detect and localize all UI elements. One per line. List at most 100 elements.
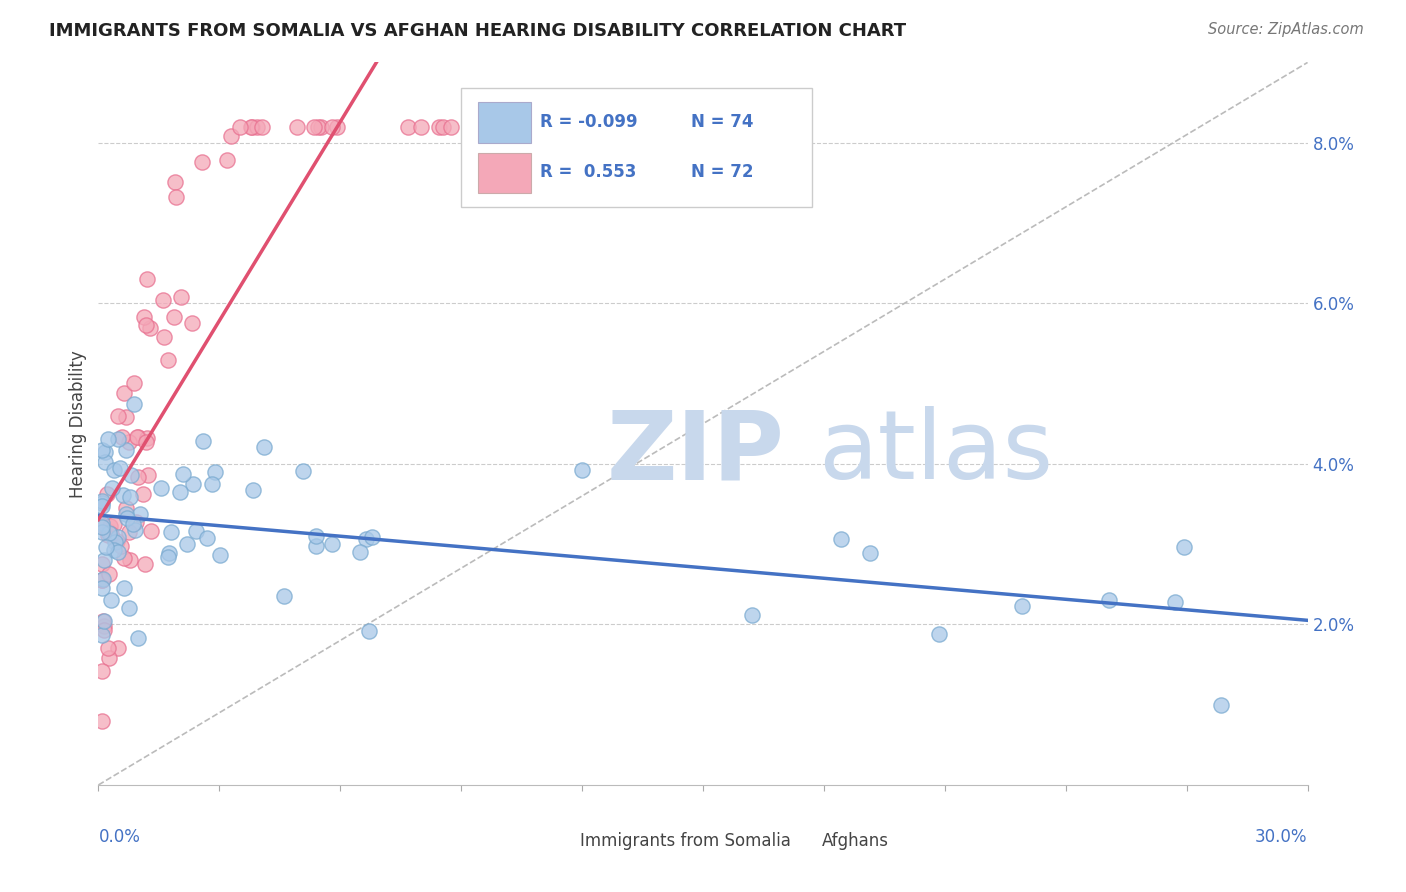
Point	[107, 545, 129, 559]
Text: R =  0.553: R = 0.553	[540, 163, 636, 181]
Point	[741, 607, 763, 622]
Point	[125, 430, 148, 444]
Point	[440, 120, 463, 134]
Point	[242, 483, 264, 498]
FancyBboxPatch shape	[478, 153, 531, 194]
Point	[157, 546, 180, 560]
Point	[136, 467, 159, 482]
Point	[93, 624, 115, 638]
Point	[97, 524, 120, 538]
Text: N = 74: N = 74	[690, 112, 754, 131]
Text: IMMIGRANTS FROM SOMALIA VS AFGHAN HEARING DISABILITY CORRELATION CHART: IMMIGRANTS FROM SOMALIA VS AFGHAN HEARIN…	[49, 22, 907, 40]
Point	[91, 614, 114, 628]
Point	[273, 589, 295, 603]
Point	[571, 462, 593, 476]
Point	[165, 190, 187, 204]
Point	[91, 516, 114, 531]
Point	[201, 476, 224, 491]
Point	[91, 558, 114, 572]
Point	[245, 120, 267, 134]
Point	[240, 120, 263, 134]
Point	[110, 539, 132, 553]
Point	[242, 120, 264, 134]
Point	[120, 467, 142, 482]
Point	[181, 477, 204, 491]
Point	[111, 488, 134, 502]
Point	[349, 545, 371, 559]
Point	[138, 321, 160, 335]
Point	[928, 626, 950, 640]
Point	[134, 310, 156, 325]
Point	[354, 532, 377, 546]
Point	[181, 316, 204, 330]
Point	[136, 272, 159, 286]
Point	[830, 532, 852, 546]
Point	[304, 120, 326, 134]
Point	[93, 619, 115, 633]
Point	[118, 552, 141, 566]
Point	[172, 467, 194, 481]
Point	[432, 120, 454, 134]
Point	[107, 432, 129, 446]
Point	[91, 524, 114, 539]
Text: Afghans: Afghans	[821, 832, 889, 850]
Text: R = -0.099: R = -0.099	[540, 112, 637, 131]
Text: 30.0%: 30.0%	[1256, 829, 1308, 847]
Point	[112, 386, 135, 401]
Point	[118, 600, 141, 615]
Point	[136, 431, 159, 445]
Point	[114, 409, 136, 424]
Point	[105, 534, 128, 549]
Point	[190, 155, 212, 169]
Point	[127, 470, 149, 484]
Point	[396, 120, 419, 134]
Point	[118, 490, 141, 504]
Point	[96, 487, 118, 501]
Text: Immigrants from Somalia: Immigrants from Somalia	[579, 832, 790, 850]
Point	[217, 153, 239, 168]
Point	[107, 641, 129, 656]
Point	[163, 175, 186, 189]
FancyBboxPatch shape	[478, 103, 531, 143]
Point	[97, 528, 120, 542]
Point	[115, 442, 138, 457]
Point	[115, 507, 138, 521]
Point	[93, 614, 115, 628]
Text: Source: ZipAtlas.com: Source: ZipAtlas.com	[1208, 22, 1364, 37]
Text: 0.0%: 0.0%	[98, 829, 141, 847]
Point	[209, 548, 232, 562]
Point	[250, 120, 273, 134]
Point	[97, 526, 120, 541]
Point	[91, 572, 114, 586]
Point	[91, 574, 114, 588]
Point	[93, 553, 115, 567]
Point	[321, 120, 343, 134]
Point	[111, 430, 134, 444]
Point	[107, 409, 129, 423]
Point	[193, 434, 215, 449]
Point	[1173, 541, 1195, 555]
Point	[160, 525, 183, 540]
Point	[91, 494, 114, 508]
Point	[305, 529, 328, 543]
Point	[325, 120, 347, 134]
Point	[91, 499, 114, 513]
Point	[135, 318, 157, 332]
Point	[103, 543, 125, 558]
Point	[117, 511, 139, 525]
Point	[103, 463, 125, 477]
Point	[127, 632, 149, 646]
Point	[91, 519, 114, 533]
Point	[361, 530, 384, 544]
Point	[204, 465, 226, 479]
Point	[118, 524, 141, 539]
Point	[118, 435, 141, 450]
Point	[305, 539, 328, 553]
Point	[139, 524, 162, 538]
Point	[97, 433, 120, 447]
Text: N = 72: N = 72	[690, 163, 754, 181]
Point	[91, 442, 114, 457]
Point	[100, 592, 122, 607]
Point	[100, 527, 122, 541]
Point	[91, 573, 114, 587]
